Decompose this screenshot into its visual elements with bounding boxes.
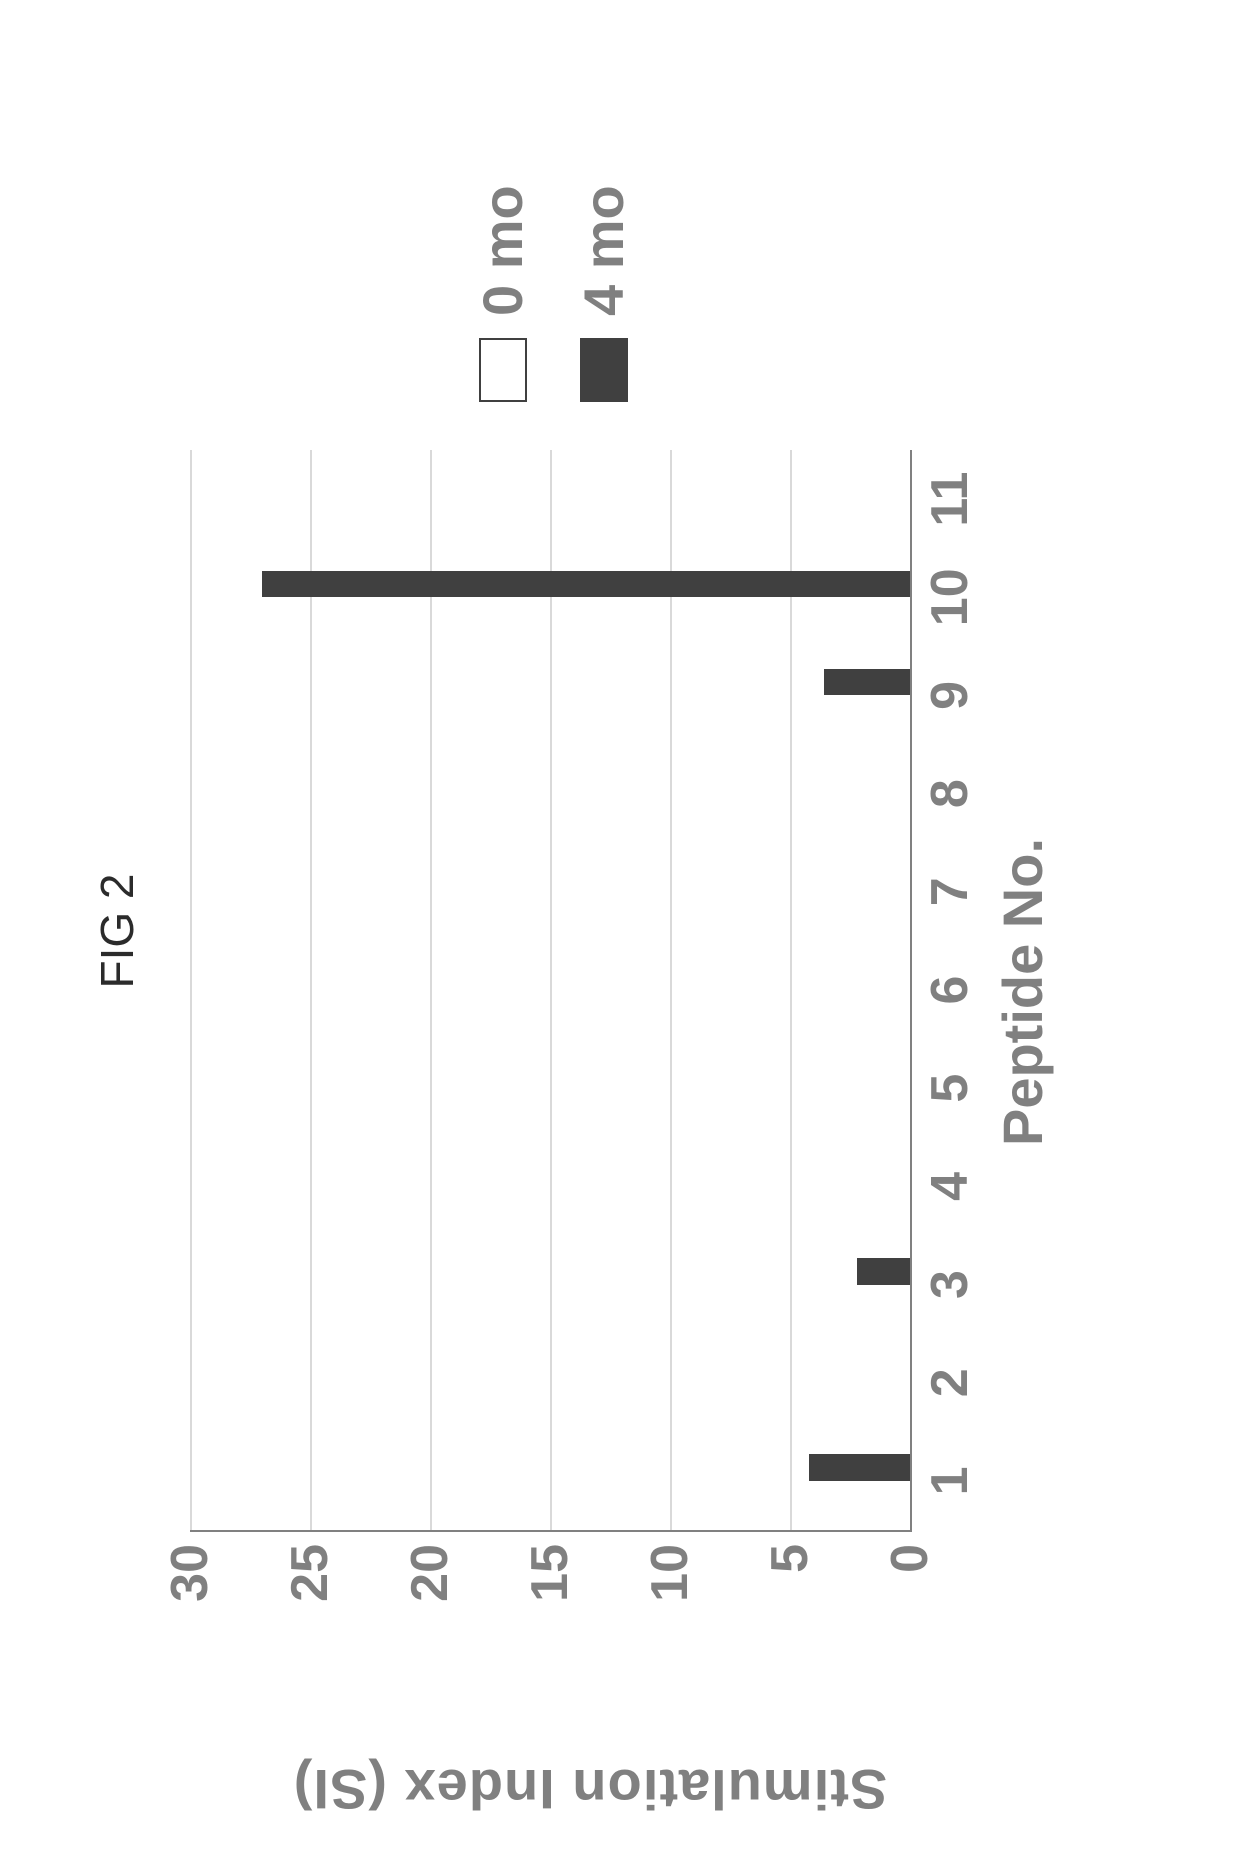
x-tick-label: 9 <box>920 681 980 710</box>
x-tick-label: 5 <box>920 1074 980 1103</box>
x-tick-label: 8 <box>920 779 980 808</box>
y-tick-label: 30 <box>160 1544 220 1602</box>
legend-swatch <box>479 338 527 402</box>
x-tick-label: 4 <box>920 1172 980 1201</box>
bar <box>262 571 910 598</box>
legend-item: 4 mo <box>571 142 636 402</box>
chart-area: Stimulation Index (SI) 05101520253012345… <box>190 352 1040 1652</box>
x-axis-title: Peptide No. <box>990 452 1055 1532</box>
figure-title: FIG 2 <box>90 0 144 1862</box>
x-tick-label: 2 <box>920 1368 980 1397</box>
y-tick-label: 10 <box>640 1544 700 1602</box>
y-axis-title: Stimulation Index (SI) <box>230 1762 950 1822</box>
landscape-wrapper: FIG 2 Stimulation Index (SI) 05101520253… <box>0 0 1240 1862</box>
gridline <box>190 450 192 1530</box>
x-tick-label: 6 <box>920 976 980 1005</box>
gridline <box>790 450 792 1530</box>
bar <box>857 1258 910 1285</box>
y-tick-label: 15 <box>520 1544 580 1602</box>
x-tick-label: 10 <box>920 568 980 626</box>
gridline <box>550 450 552 1530</box>
x-tick-label: 3 <box>920 1270 980 1299</box>
gridline <box>310 450 312 1530</box>
x-tick-label: 7 <box>920 877 980 906</box>
legend: 0 mo 4 mo <box>470 142 672 402</box>
y-tick-label: 20 <box>400 1544 460 1602</box>
bar <box>824 669 910 696</box>
plot-area: 0510152025301234567891011 <box>190 450 912 1532</box>
y-tick-label: 25 <box>280 1544 340 1602</box>
legend-item: 0 mo <box>470 142 535 402</box>
legend-label: 0 mo <box>470 185 535 316</box>
legend-label: 4 mo <box>571 185 636 316</box>
x-tick-label: 11 <box>920 472 980 527</box>
y-tick-label: 0 <box>880 1544 940 1573</box>
bar <box>809 1454 910 1481</box>
x-tick-label: 1 <box>920 1466 980 1495</box>
gridline <box>670 450 672 1530</box>
y-tick-label: 5 <box>760 1544 820 1573</box>
legend-swatch <box>580 338 628 402</box>
gridline <box>430 450 432 1530</box>
